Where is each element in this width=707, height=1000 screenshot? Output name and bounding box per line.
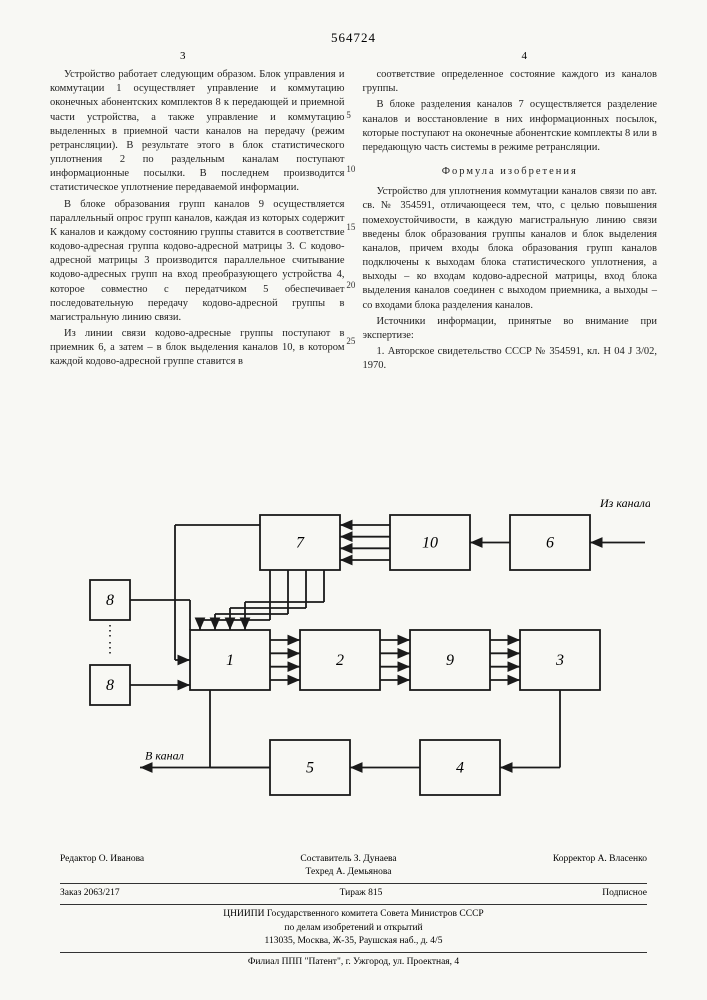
org-line1: ЦНИИПИ Государственного комитета Совета … [60,908,647,922]
svg-text:Из канала: Из канала [599,496,650,510]
left-column: Устройство работает следующим образом. Б… [50,68,345,375]
org-line2: по делам изобретений и открытий [60,922,647,936]
page-number-right: 4 [522,50,528,62]
composer-tech: Составитель З. Дунаева Техред А. Демьяно… [300,853,396,881]
paragraph: В блоке разделения каналов 7 осуществляе… [363,98,658,155]
footer-credits-row: Редактор О. Иванова Составитель З. Дунае… [60,853,647,885]
paragraph: соответствие определенное состояние кажд… [363,68,658,96]
svg-text:В канал: В канал [145,749,184,763]
svg-text:2: 2 [336,652,344,669]
paragraph: Устройство для уплотнения коммутации кан… [363,185,658,313]
right-column: соответствие определенное состояние кажд… [363,68,658,375]
branch: Филиал ППП "Патент", г. Ужгород, ул. Про… [60,956,647,970]
svg-text:9: 9 [446,652,454,669]
footer: Редактор О. Иванова Составитель З. Дунае… [60,853,647,970]
block-diagram: 1 2 9 3 7 10 6 8 8 5 4 ⋮ ⋮ Из канала В канал [60,475,650,825]
subscription: Подписное [602,887,647,901]
svg-text:1: 1 [226,652,234,669]
svg-text:10: 10 [422,535,438,552]
svg-text:7: 7 [296,535,305,552]
svg-text:⋮: ⋮ [103,624,117,639]
circulation: Тираж 815 [340,887,383,901]
patent-number: 564724 [331,30,376,46]
svg-text:3: 3 [555,652,564,669]
page: 564724 3 4 5 10 15 20 25 Устройство рабо… [0,0,707,1000]
svg-text:5: 5 [306,760,314,777]
claim-title: Формула изобретения [363,165,658,179]
paragraph: В блоке образования групп каналов 9 осущ… [50,198,345,326]
two-column-text: Устройство работает следующим образом. Б… [50,68,657,375]
svg-text:⋮: ⋮ [103,641,117,656]
footer-order-row: Заказ 2063/217 Тираж 815 Подписное [60,887,647,905]
page-number-left: 3 [180,50,186,62]
svg-text:8: 8 [106,592,114,609]
order: Заказ 2063/217 [60,887,120,901]
address: 113035, Москва, Ж-35, Раушская наб., д. … [60,935,647,953]
corrector: Корректор А. Власенко [553,853,647,881]
paragraph: 1. Авторское свидетельство СССР № 354591… [363,345,658,373]
svg-text:4: 4 [456,760,464,777]
paragraph: Из линии связи кодово-адресные группы по… [50,327,345,370]
svg-text:8: 8 [106,677,114,694]
diagram-svg: 1 2 9 3 7 10 6 8 8 5 4 ⋮ ⋮ Из канала В канал [60,475,650,825]
editor: Редактор О. Иванова [60,853,144,881]
svg-text:6: 6 [546,535,554,552]
paragraph: Источники информации, принятые во вниман… [363,315,658,343]
paragraph: Устройство работает следующим образом. Б… [50,68,345,196]
